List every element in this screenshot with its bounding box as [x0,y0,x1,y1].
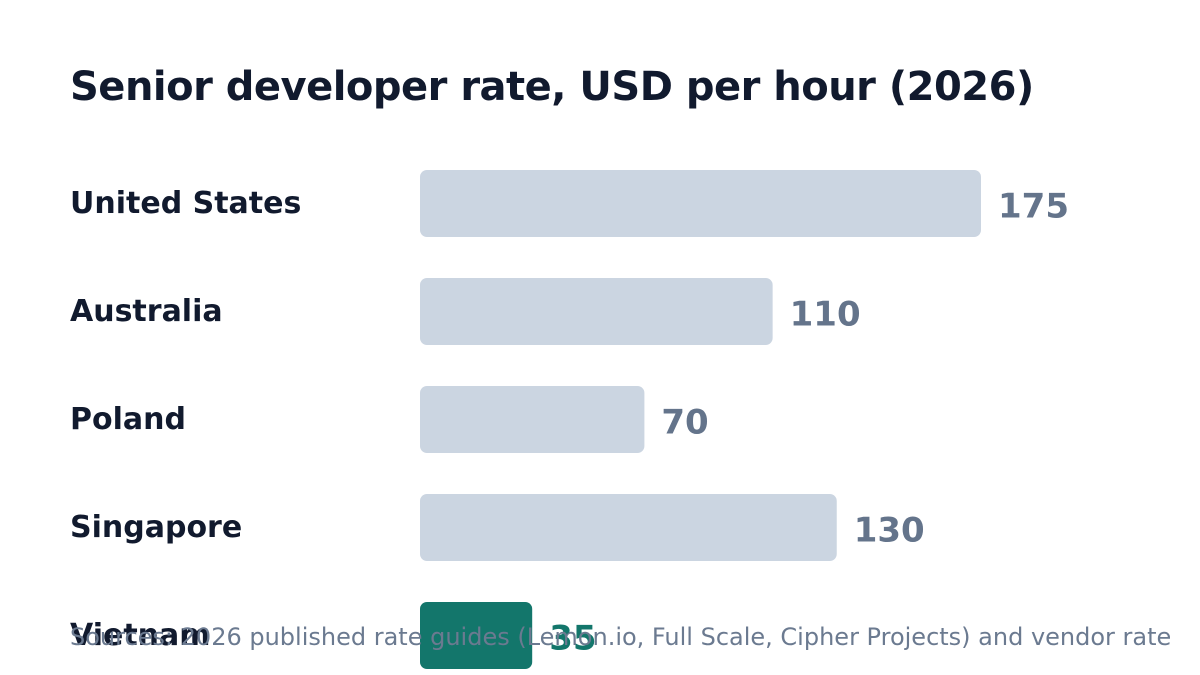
bar-singapore [420,494,837,561]
value-label-australia: 110 [790,295,861,335]
value-label-singapore: 130 [854,511,925,551]
bar-vietnam [420,602,533,669]
category-label-united-states: United States [70,186,301,221]
bar-australia [420,278,773,345]
chart-title: Senior developer rate, USD per hour (202… [70,64,1034,110]
source-note: Sources: 2026 published rate guides (Lem… [70,623,1172,651]
value-label-poland: 70 [661,403,708,443]
value-label-united-states: 175 [998,187,1069,227]
category-label-poland: Poland [70,402,186,437]
value-label-vietnam: 35 [549,619,596,659]
category-label-singapore: Singapore [70,510,242,545]
bar-poland [420,386,645,453]
category-label-vietnam: Vietnam [70,618,211,653]
category-label-australia: Australia [70,294,223,329]
bar-united-states [420,170,981,237]
